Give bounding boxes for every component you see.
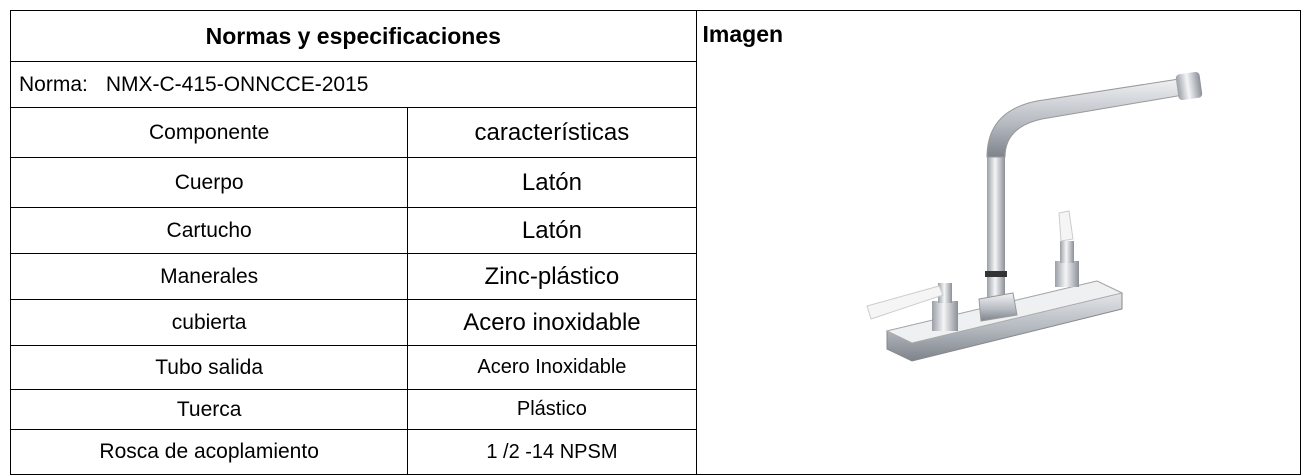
cell: Plástico xyxy=(407,389,697,430)
image-cell: Imagen xyxy=(695,10,1302,475)
spec-table: Normas y especificaciones Imagen Norma: N… xyxy=(9,10,1302,475)
cell: cubierta xyxy=(9,299,409,346)
cell: Zinc-plástico xyxy=(407,253,697,300)
cell: Acero inoxidable xyxy=(407,299,697,346)
norma-label: Norma: xyxy=(19,72,88,96)
table-title: Normas y especificaciones xyxy=(10,10,697,62)
image-title: Imagen xyxy=(702,21,784,47)
cell: Acero Inoxidable xyxy=(407,345,697,390)
cell: Manerales xyxy=(9,253,409,300)
column-header: Componente xyxy=(9,107,409,158)
norma-row: Norma: NMX-C-415-ONNCCE-2015 xyxy=(10,61,697,108)
cell: Rosca de acoplamiento xyxy=(9,429,409,475)
cell: Tubo salida xyxy=(9,345,409,390)
column-header: características xyxy=(407,107,697,158)
cell: Latón xyxy=(407,157,697,208)
cell: Cartucho xyxy=(9,207,409,254)
cell: Cuerpo xyxy=(9,157,409,208)
norma-value: NMX-C-415-ONNCCE-2015 xyxy=(105,72,369,96)
cell: Latón xyxy=(407,207,697,254)
cell: 1 /2 -14 NPSM xyxy=(407,429,697,475)
cell: Tuerca xyxy=(9,389,409,430)
faucet-image xyxy=(865,71,1202,362)
